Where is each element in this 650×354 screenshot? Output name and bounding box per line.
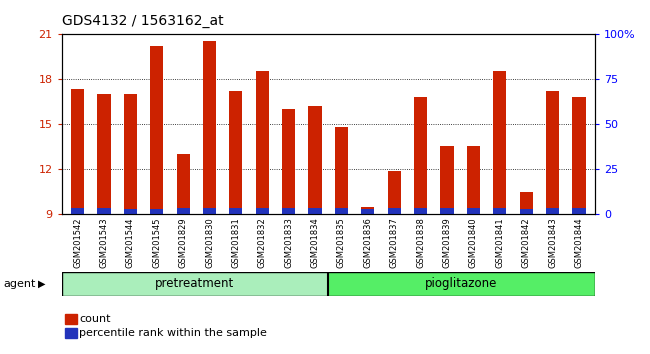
Text: percentile rank within the sample: percentile rank within the sample (79, 329, 267, 338)
Text: GSM201831: GSM201831 (231, 218, 240, 268)
Bar (71, 89, 84, 214)
Bar (335, 208, 348, 214)
Bar (387, 171, 401, 214)
Bar (255, 208, 269, 214)
Text: GSM201542: GSM201542 (73, 218, 82, 268)
Bar (572, 97, 586, 214)
Bar (124, 94, 137, 214)
Bar (229, 91, 242, 214)
Text: GSM201832: GSM201832 (258, 218, 266, 268)
Text: GSM201844: GSM201844 (575, 218, 584, 268)
Bar (467, 208, 480, 214)
Bar (572, 208, 586, 214)
Bar (546, 208, 559, 214)
Bar (62, 272, 328, 296)
Bar (361, 209, 374, 214)
Bar (414, 97, 427, 214)
Bar (361, 207, 374, 214)
Bar (467, 147, 480, 214)
Bar (282, 208, 295, 214)
Bar (282, 109, 295, 214)
Bar (229, 208, 242, 214)
Bar (255, 71, 269, 214)
Text: pioglitazone: pioglitazone (425, 277, 498, 290)
Bar (203, 41, 216, 214)
Text: pretreatment: pretreatment (155, 277, 235, 290)
Text: GSM201833: GSM201833 (284, 218, 293, 268)
Text: GSM201839: GSM201839 (443, 218, 452, 268)
Bar (441, 208, 454, 214)
Text: GSM201840: GSM201840 (469, 218, 478, 268)
Text: GSM201838: GSM201838 (416, 218, 425, 268)
Bar (546, 91, 559, 214)
Bar (150, 46, 163, 214)
Text: GSM201835: GSM201835 (337, 218, 346, 268)
Text: GSM201545: GSM201545 (152, 218, 161, 268)
Bar (98, 208, 111, 214)
Text: ▶: ▶ (38, 279, 46, 289)
Bar (203, 208, 216, 214)
Bar (519, 192, 533, 214)
Bar (387, 208, 401, 214)
Text: GSM201836: GSM201836 (363, 218, 372, 268)
Bar (150, 209, 163, 214)
Bar (441, 147, 454, 214)
Text: GSM201843: GSM201843 (548, 218, 557, 268)
Bar (177, 209, 190, 214)
Bar (98, 94, 111, 214)
Bar (71, 208, 84, 214)
Text: GSM201830: GSM201830 (205, 218, 214, 268)
Bar (519, 209, 533, 214)
Text: GSM201829: GSM201829 (179, 218, 188, 268)
Bar (177, 154, 190, 214)
Bar (328, 272, 595, 296)
Text: GSM201842: GSM201842 (522, 218, 530, 268)
Bar (335, 127, 348, 214)
Text: count: count (79, 314, 110, 324)
Bar (124, 209, 137, 214)
Text: GDS4132 / 1563162_at: GDS4132 / 1563162_at (62, 14, 224, 28)
Text: GSM201837: GSM201837 (390, 218, 398, 268)
Bar (309, 106, 322, 214)
Text: GSM201841: GSM201841 (495, 218, 504, 268)
Bar (309, 208, 322, 214)
Bar (414, 208, 427, 214)
Text: agent: agent (3, 279, 36, 289)
Text: GSM201543: GSM201543 (99, 218, 109, 268)
Text: GSM201834: GSM201834 (311, 218, 320, 268)
Bar (493, 208, 506, 214)
Bar (493, 71, 506, 214)
Text: GSM201544: GSM201544 (126, 218, 135, 268)
